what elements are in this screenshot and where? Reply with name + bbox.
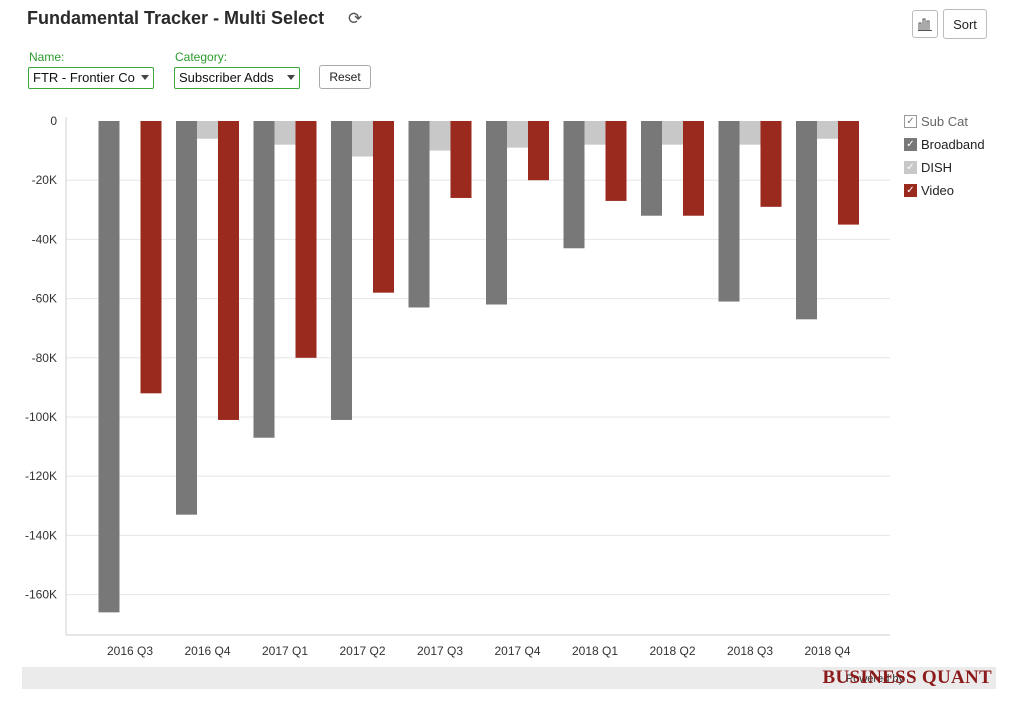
y-tick-label: -20K [32, 173, 57, 187]
y-tick-label: -160K [25, 588, 57, 602]
bar-broadband[interactable] [486, 121, 507, 305]
category-filter-label: Category: [175, 50, 228, 64]
name-select-value: FTR - Frontier Co [33, 70, 135, 85]
bar-video[interactable] [760, 121, 782, 207]
name-select[interactable]: FTR - Frontier Co [28, 67, 154, 89]
bar-dish[interactable] [352, 121, 373, 157]
bar-video[interactable] [838, 121, 859, 225]
bar-broadband[interactable] [641, 121, 662, 216]
bar-video[interactable] [373, 121, 394, 293]
checkbox-icon: ✓ [904, 161, 917, 174]
bar-broadband[interactable] [331, 121, 352, 420]
x-tick-label: 2016 Q4 [184, 644, 230, 658]
y-tick-label: -120K [25, 469, 57, 483]
y-tick-label: -40K [32, 232, 57, 246]
legend-item-broadband[interactable]: ✓ Broadband [904, 133, 985, 156]
bar-broadband[interactable] [408, 121, 430, 308]
bar-dish[interactable] [507, 121, 528, 148]
checkbox-icon: ✓ [904, 115, 917, 128]
bar-video[interactable] [683, 121, 704, 216]
powered-by-text: Powered by [845, 673, 904, 685]
bar-video[interactable] [450, 121, 472, 198]
chart-type-button[interactable] [912, 10, 938, 38]
x-tick-label: 2018 Q1 [572, 644, 618, 658]
x-tick-label: 2017 Q1 [262, 644, 308, 658]
bar-dish[interactable] [274, 121, 296, 145]
bar-broadband[interactable] [98, 121, 120, 613]
y-tick-label: 0 [50, 114, 57, 128]
category-select-value: Subscriber Adds [179, 70, 274, 85]
bar-broadband[interactable] [563, 121, 585, 249]
legend-item-dish[interactable]: ✓ DISH [904, 156, 985, 179]
x-tick-label: 2016 Q3 [107, 644, 153, 658]
bar-broadband[interactable] [796, 121, 817, 320]
legend-title[interactable]: ✓ Sub Cat [904, 110, 985, 133]
bar-video[interactable] [140, 121, 162, 394]
checkbox-icon: ✓ [904, 184, 917, 197]
chevron-down-icon [141, 75, 149, 80]
y-tick-label: -60K [32, 292, 57, 306]
chevron-down-icon [287, 75, 295, 80]
bar-dish[interactable] [429, 121, 451, 151]
footer: Powered by BUSINESS QUANT [22, 667, 996, 689]
legend-item-video[interactable]: ✓ Video [904, 179, 985, 202]
bar-dish[interactable] [817, 121, 838, 139]
bar-dish[interactable] [662, 121, 683, 145]
legend: ✓ Sub Cat ✓ Broadband ✓ DISH ✓ Video [904, 110, 985, 202]
checkbox-icon: ✓ [904, 138, 917, 151]
bar-video[interactable] [295, 121, 317, 358]
bar-broadband[interactable] [176, 121, 197, 515]
page-title: Fundamental Tracker - Multi Select [27, 8, 325, 28]
x-tick-label: 2017 Q4 [494, 644, 540, 658]
bar-broadband[interactable] [253, 121, 275, 438]
bar-video[interactable] [218, 121, 239, 420]
bar-chart-icon [918, 18, 932, 31]
sort-button[interactable]: Sort [943, 9, 987, 39]
bar-broadband[interactable] [718, 121, 740, 302]
bar-dish[interactable] [197, 121, 218, 139]
y-tick-label: -100K [25, 410, 57, 424]
x-tick-label: 2018 Q4 [804, 644, 850, 658]
bar-video[interactable] [605, 121, 627, 201]
x-tick-label: 2018 Q3 [727, 644, 773, 658]
reset-button[interactable]: Reset [319, 65, 371, 89]
category-select[interactable]: Subscriber Adds [174, 67, 300, 89]
brand-logo[interactable]: BUSINESS QUANT [822, 667, 992, 688]
bar-dish[interactable] [739, 121, 761, 145]
bar-dish[interactable] [584, 121, 606, 145]
bar-video[interactable] [528, 121, 549, 181]
x-tick-label: 2018 Q2 [649, 644, 695, 658]
x-tick-label: 2017 Q2 [339, 644, 385, 658]
refresh-icon[interactable]: ⟳ [348, 9, 363, 28]
name-filter-label: Name: [29, 50, 65, 64]
x-tick-label: 2017 Q3 [417, 644, 463, 658]
y-tick-label: -80K [32, 351, 57, 365]
y-tick-label: -140K [25, 528, 57, 542]
